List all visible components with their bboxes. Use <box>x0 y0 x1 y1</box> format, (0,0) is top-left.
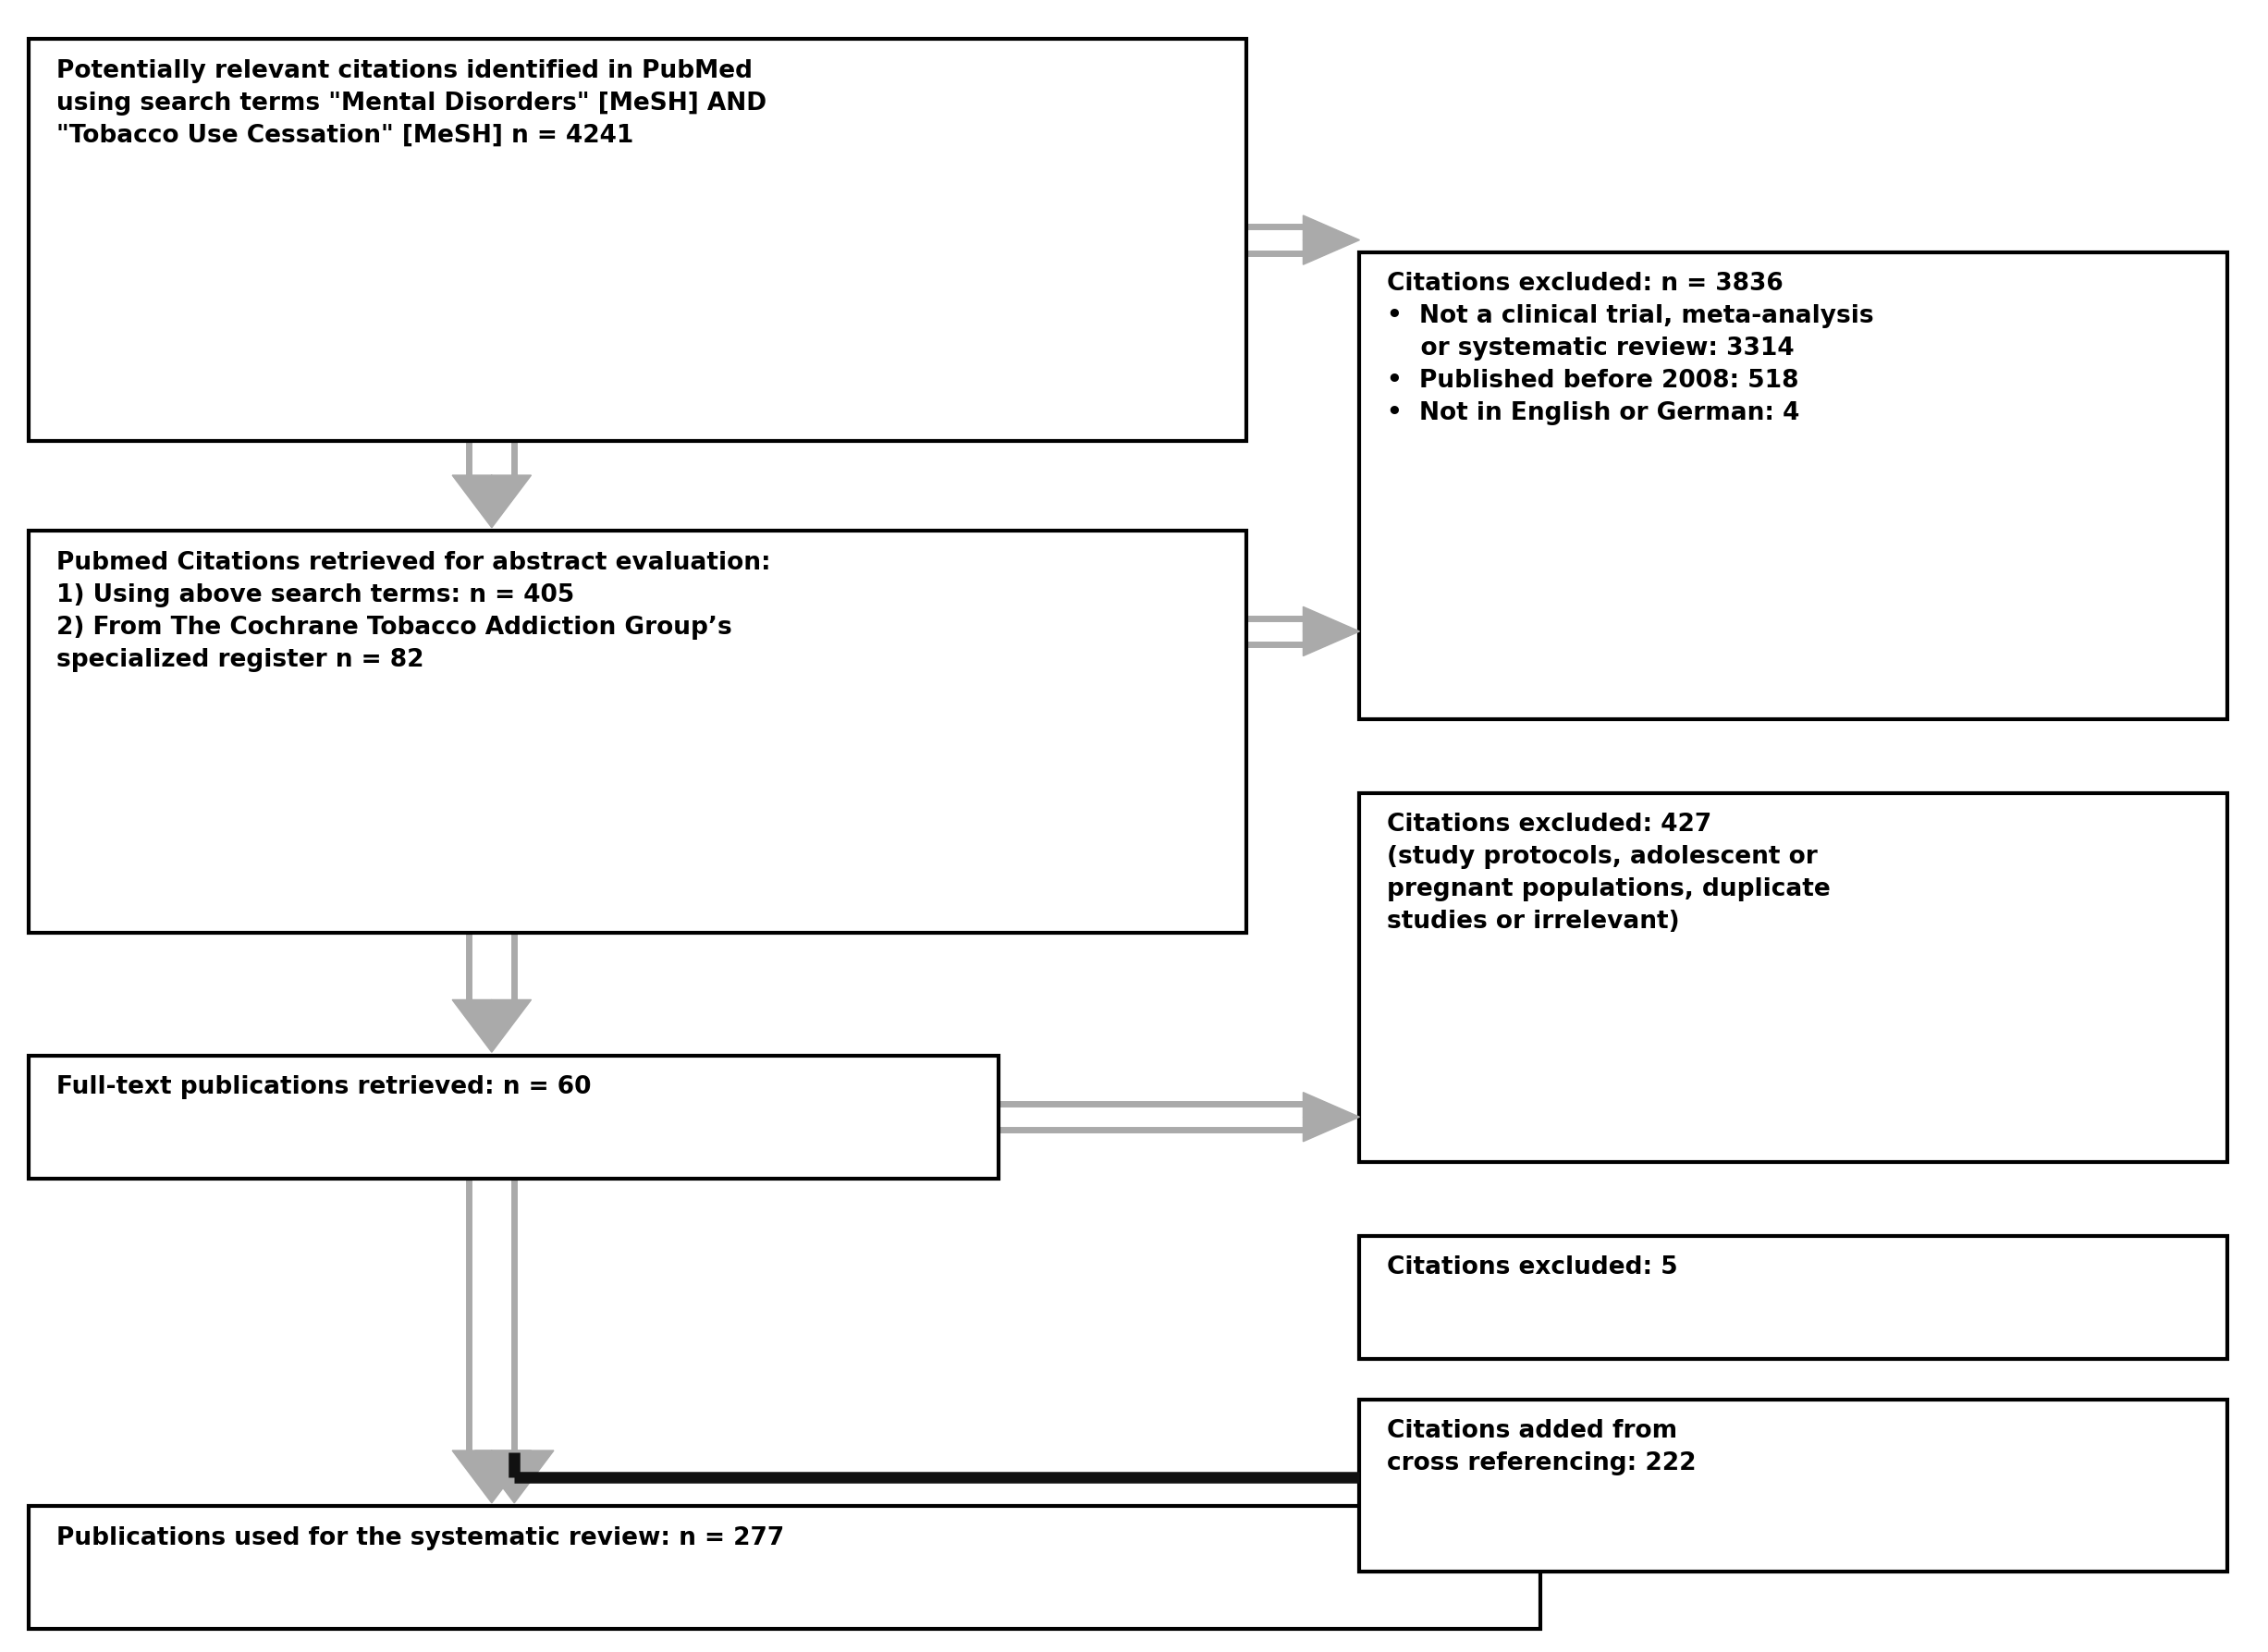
Bar <box>29 40 1247 441</box>
Bar <box>1359 793 2227 1161</box>
FancyArrow shape <box>451 476 531 527</box>
Text: Publications used for the systematic review: n = 277: Publications used for the systematic rev… <box>57 1526 785 1550</box>
Text: Citations excluded: n = 3836
•  Not a clinical trial, meta-analysis
    or syste: Citations excluded: n = 3836 • Not a cli… <box>1386 273 1873 426</box>
Bar <box>29 530 1247 932</box>
Bar <box>29 1507 1540 1629</box>
Bar <box>1359 1399 2227 1571</box>
FancyArrow shape <box>451 999 531 1052</box>
Text: Citations excluded: 427
(study protocols, adolescent or
pregnant populations, du: Citations excluded: 427 (study protocols… <box>1386 813 1830 933</box>
Bar <box>29 1056 998 1178</box>
Text: Pubmed Citations retrieved for abstract evaluation:
1) Using above search terms:: Pubmed Citations retrieved for abstract … <box>57 550 771 672</box>
FancyArrow shape <box>1304 606 1359 656</box>
Text: Full-text publications retrieved: n = 60: Full-text publications retrieved: n = 60 <box>57 1075 592 1099</box>
Text: Potentially relevant citations identified in PubMed
using search terms "Mental D: Potentially relevant citations identifie… <box>57 59 767 147</box>
Bar <box>1359 253 2227 720</box>
FancyArrow shape <box>451 1450 531 1503</box>
FancyArrow shape <box>474 1450 553 1503</box>
FancyArrow shape <box>1304 1092 1359 1142</box>
Text: Citations added from
cross referencing: 222: Citations added from cross referencing: … <box>1386 1419 1696 1475</box>
Text: Citations excluded: 5: Citations excluded: 5 <box>1386 1256 1678 1280</box>
FancyArrow shape <box>1304 215 1359 264</box>
Bar <box>1359 1236 2227 1358</box>
